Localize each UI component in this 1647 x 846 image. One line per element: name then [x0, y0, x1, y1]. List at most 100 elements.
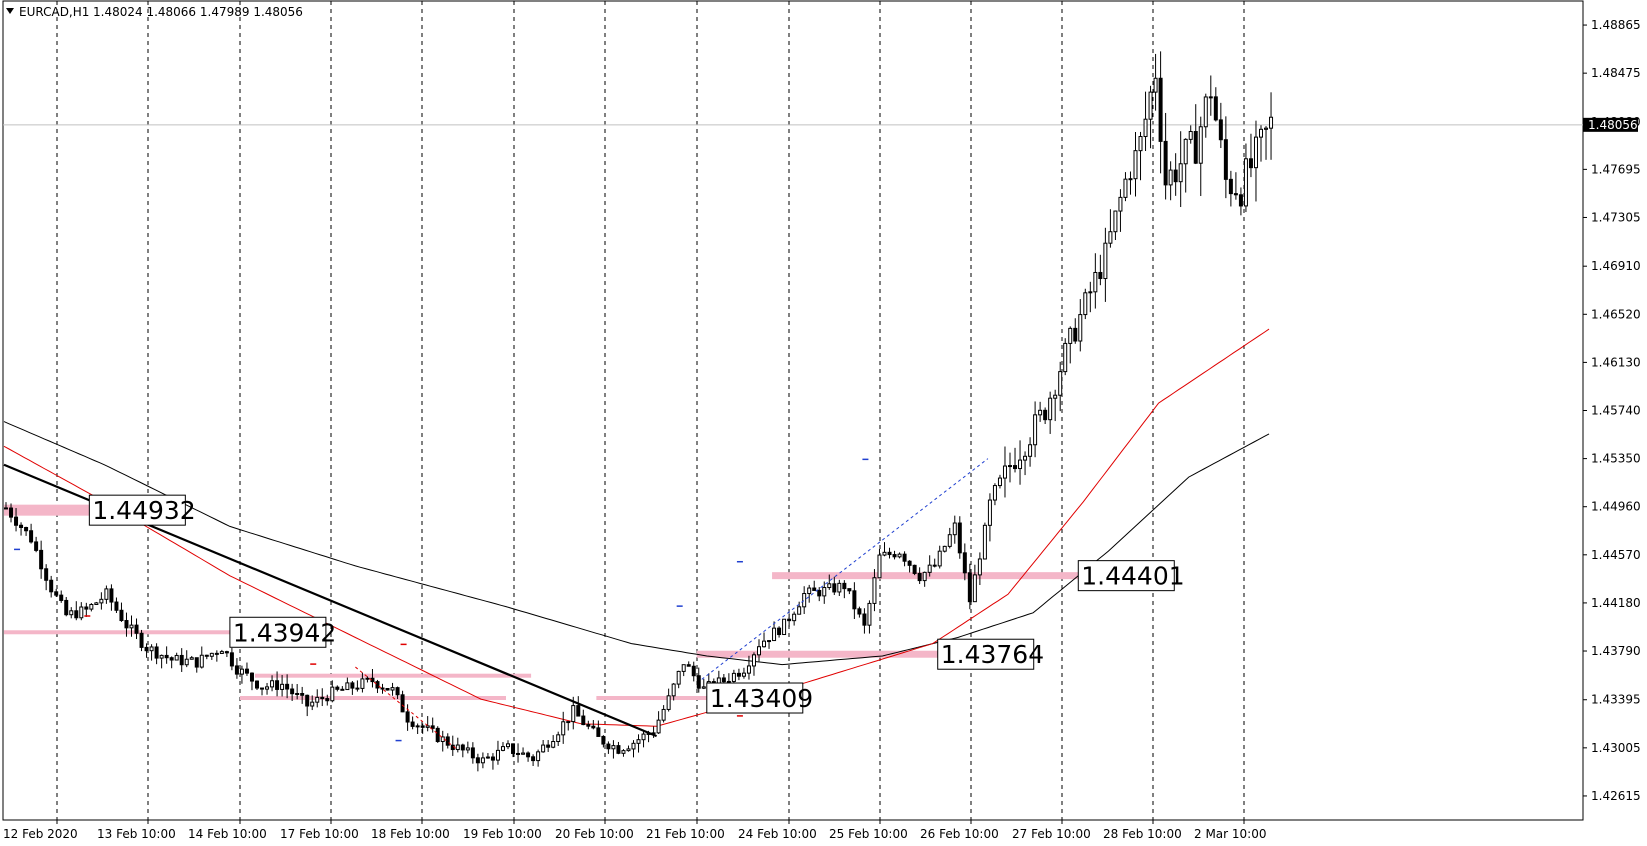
price-tick-label: 1.46910: [1591, 259, 1641, 273]
candle-body: [516, 752, 521, 755]
candle-body: [139, 632, 144, 648]
candle-body: [777, 627, 782, 636]
candle-body: [134, 624, 139, 634]
candle-body: [275, 680, 280, 690]
candle-body: [475, 757, 480, 764]
candle-body: [365, 677, 370, 680]
candle-body: [661, 708, 666, 721]
candle-body: [882, 551, 887, 556]
candle-body: [109, 588, 114, 603]
candle-body: [490, 756, 495, 761]
candle-body: [782, 618, 787, 636]
candle-body: [566, 721, 571, 724]
candle-body: [189, 657, 194, 660]
candle-body: [315, 696, 320, 703]
candle-body: [194, 657, 199, 668]
candle-body: [792, 613, 797, 622]
candle-body: [576, 705, 581, 717]
price-tick-label: 1.44570: [1591, 548, 1641, 562]
candle-body: [531, 756, 536, 762]
candle-body: [626, 748, 631, 752]
time-tick-label: 19 Feb 10:00: [463, 827, 542, 841]
level-label-value: 1.43409: [710, 684, 813, 713]
candle-body: [912, 564, 917, 574]
time-tick-label: 26 Feb 10:00: [920, 827, 999, 841]
candle-body: [1203, 96, 1208, 128]
candle-body: [982, 524, 987, 560]
candle-body: [79, 606, 84, 619]
candle-body: [340, 688, 345, 691]
candle-body: [1023, 455, 1028, 461]
candle-body: [1002, 465, 1007, 479]
candle-body: [154, 646, 159, 659]
price-tick-label: 1.46130: [1591, 355, 1641, 369]
candle-body: [144, 646, 149, 652]
signal-marker: [736, 560, 743, 563]
candle-body: [842, 582, 847, 590]
candle-body: [1248, 158, 1253, 169]
candle-body: [556, 734, 561, 743]
candle-body: [1148, 91, 1153, 120]
level-label-box: [706, 682, 804, 714]
candle-body: [641, 733, 646, 741]
candle-body: [611, 745, 616, 750]
candle-body: [691, 665, 696, 677]
candle-body: [1113, 210, 1118, 233]
candle-body: [571, 705, 576, 723]
support-resistance-levels: [4, 504, 1134, 701]
candle-body: [249, 672, 254, 682]
candle-body: [204, 654, 209, 657]
candle-body: [506, 743, 510, 748]
candle-body: [666, 695, 671, 710]
candle-body: [962, 552, 967, 574]
candle-body: [827, 583, 832, 589]
candle-body: [325, 698, 330, 702]
current-price-tag: [1583, 117, 1638, 132]
candle-body: [495, 749, 500, 761]
time-tick-label: 17 Feb 10:00: [280, 827, 359, 841]
candle-body: [169, 657, 174, 661]
sma-slow-line: [3, 421, 1270, 666]
candle-body: [199, 654, 204, 668]
candle-body: [772, 627, 777, 642]
candle-body: [887, 551, 892, 556]
candle-body: [897, 553, 902, 558]
candle-body: [49, 579, 54, 593]
candle-body: [290, 688, 295, 695]
price-tick-label: 1.43395: [1591, 693, 1641, 707]
candle-body: [546, 744, 551, 748]
price-tick-label: 1.44960: [1591, 500, 1641, 514]
candle-body: [430, 725, 435, 729]
candle-body: [330, 686, 335, 702]
symbol-label: EURCAD,H1: [19, 5, 89, 19]
candle-body: [937, 550, 942, 567]
candle-body: [224, 651, 229, 654]
sr-level-bar: [239, 696, 506, 701]
candle-body: [1108, 231, 1113, 244]
candle-body: [942, 545, 947, 552]
candle-body: [852, 590, 857, 610]
price-tick-label: 1.43790: [1591, 644, 1641, 658]
candle-body: [591, 725, 596, 729]
time-tick-label: 12 Feb 2020: [3, 827, 78, 841]
price-tick-label: 1.42615: [1591, 789, 1641, 803]
candle-body: [616, 745, 621, 754]
candle-body: [932, 564, 937, 567]
candle-body: [1223, 139, 1228, 180]
collapse-arrow-icon[interactable]: [6, 8, 14, 14]
signal-marker: [862, 458, 869, 461]
sr-level-bar: [772, 572, 1134, 580]
candle-body: [817, 589, 822, 597]
candle-body: [1018, 459, 1023, 470]
candle-body: [239, 668, 244, 675]
candle-body: [74, 610, 79, 619]
candle-body: [1264, 127, 1269, 130]
candle-body: [857, 608, 862, 615]
candle-body: [375, 681, 380, 689]
candle-body: [972, 574, 977, 603]
candle-body: [1168, 169, 1173, 186]
candle-body: [1083, 292, 1088, 316]
candle-body: [1238, 194, 1243, 207]
candle-body: [285, 683, 290, 690]
